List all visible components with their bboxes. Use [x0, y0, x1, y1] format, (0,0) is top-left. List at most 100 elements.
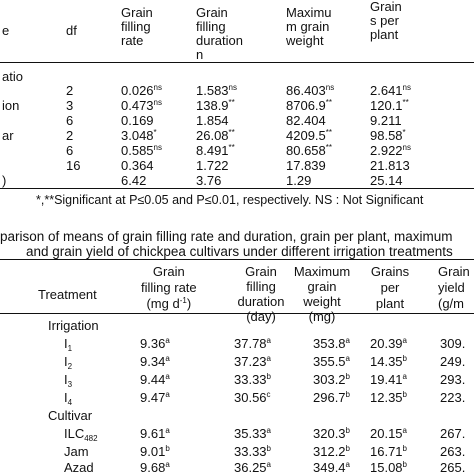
t2-cell-treatment: I3 — [64, 372, 72, 389]
t2-group-letter: b — [402, 390, 407, 399]
t2-cell-weight: 296.7b — [313, 390, 350, 405]
t2-group-letter: a — [165, 460, 170, 469]
t1-value: 4209.5 — [286, 128, 326, 143]
t2-title-line1: parison of means of grain filling rate a… — [0, 229, 453, 244]
t1-cell-weight: 4209.5** — [286, 128, 332, 143]
t2-treatment-label: I — [64, 336, 68, 351]
t1-value: 3.048 — [121, 128, 154, 143]
t2-group-letter: b — [165, 444, 170, 453]
t2-cell-weight: 312.2b — [313, 444, 350, 459]
t2-value: 9.44 — [140, 372, 166, 387]
t2-group-letter: b — [402, 444, 407, 453]
t2-value: 312.2 — [313, 444, 346, 459]
t2-value: 15.08 — [370, 460, 403, 475]
t1-significance: ns — [228, 83, 237, 92]
t1-header-source: e — [2, 23, 10, 38]
t2-value: 14.35 — [370, 354, 403, 369]
t1-significance: ns — [325, 83, 335, 92]
t1-value: 17.839 — [286, 158, 326, 173]
t2-cell-plant: 14.35b — [370, 354, 407, 369]
t2-cell-treatment: I4 — [64, 390, 73, 407]
t2-value: 296.7 — [313, 390, 346, 405]
t2-group-letter: a — [345, 354, 350, 363]
t2-value: 9.34 — [140, 354, 166, 369]
t1-value: 26.08 — [196, 128, 229, 143]
t1-cell-plant: 21.813 — [370, 158, 410, 173]
t2-cell-weight: 353.8a — [313, 336, 350, 351]
t2-header-rate: Grain filling rate (mg d-1) — [141, 264, 197, 311]
t2-cell-weight: 303.2b — [313, 372, 350, 387]
t1-value: 1.29 — [286, 173, 312, 188]
t2-treatment-subscript: 482 — [84, 434, 98, 443]
t1-header-rate: Grain filling rate — [121, 5, 153, 48]
t1-cell-source: ) — [2, 173, 7, 188]
t2-value: 12.35 — [370, 390, 403, 405]
t1-cell-weight: 17.839 — [286, 158, 326, 173]
t2-cell-treatment: I2 — [64, 354, 72, 371]
t1-value: 98.58 — [370, 128, 403, 143]
t1-value: 0.026 — [121, 83, 154, 98]
t1-value: 2.922 — [370, 143, 403, 158]
t2-value: 19.41 — [370, 372, 403, 387]
t1-cell-source: ion — [2, 98, 20, 113]
t2-group-letter: a — [165, 426, 170, 435]
t2-treatment-subscript: 1 — [67, 344, 73, 353]
t1-value: 0.585 — [121, 143, 154, 158]
t1-significance: ns — [402, 83, 411, 92]
t2-cell-duration: 35.33a — [234, 426, 271, 441]
t2-value: 30.56 — [234, 390, 267, 405]
t2-group-letter: a — [165, 372, 170, 381]
t2-value: 36.25 — [234, 460, 267, 475]
t1-header-weight: Maximu m grain weight — [286, 5, 332, 48]
t2-treatment-label: I — [64, 390, 68, 405]
t1-bottom-rule — [0, 188, 474, 189]
t1-header-plant: Grain s per plant — [370, 0, 402, 42]
t1-cell-duration: 1.583ns — [196, 83, 237, 98]
t2-cell-yield: 293. — [440, 372, 466, 387]
t2-value: 9.47 — [140, 390, 166, 405]
t1-cell-rate: 0.473ns — [121, 98, 162, 113]
t1-cell-plant: 2.641ns — [370, 83, 411, 98]
t2-title-line2: and grain yield of chickpea cultivars un… — [26, 244, 453, 259]
t1-value: 138.9 — [196, 98, 229, 113]
t1-significance: ns — [153, 83, 162, 92]
t2-value: 355.5 — [313, 354, 346, 369]
t1-value: 0.169 — [121, 113, 154, 128]
t2-cell-plant: 20.15a — [370, 426, 407, 441]
t1-cell-source: atio — [2, 69, 23, 84]
t2-cell-rate: 9.36a — [140, 336, 170, 351]
t2-value: 9.61 — [140, 426, 166, 441]
t1-significance: * — [402, 128, 406, 137]
t2-header-yield: Grain yield (g/m — [438, 264, 470, 311]
t2-value: 303.2 — [313, 372, 346, 387]
t2-group-letter: a — [345, 460, 350, 469]
t1-cell-plant: 120.1** — [370, 98, 409, 113]
t2-header-rule — [0, 313, 474, 314]
t1-cell-rate: 6.42 — [121, 173, 146, 188]
t2-group-letter: a — [402, 426, 407, 435]
t1-cell-rate: 0.585ns — [121, 143, 162, 158]
t1-cell-plant: 98.58* — [370, 128, 406, 143]
t1-cell-rate: 0.169 — [121, 113, 154, 128]
t2-cell-plant: 19.41a — [370, 372, 407, 387]
t2-value: 33.33 — [234, 444, 267, 459]
t1-header-rule — [0, 62, 474, 63]
t1-cell-duration: 138.9** — [196, 98, 235, 113]
t1-value: 86.403 — [286, 83, 326, 98]
t2-treatment-subscript: 4 — [67, 398, 73, 407]
t1-cell-duration: 26.08** — [196, 128, 235, 143]
t2-cell-rate: 9.44a — [140, 372, 170, 387]
t1-footnote: *,**Significant at P≤0.05 and P≤0.01, re… — [36, 193, 424, 207]
t1-significance: * — [153, 128, 157, 137]
t2-value: 20.15 — [370, 426, 403, 441]
t2-group-letter: a — [165, 390, 170, 399]
t1-cell-plant: 25.14 — [370, 173, 403, 188]
t2-cell-yield: 263. — [440, 444, 466, 459]
t2-value: 349.4 — [313, 460, 346, 475]
t2-group-letter: b — [266, 444, 271, 453]
t1-value: 1.583 — [196, 83, 229, 98]
t2-header-duration: Grain filling duration (day) — [237, 264, 285, 324]
t1-cell-df: 6 — [66, 143, 74, 158]
t2-cell-yield: 309. — [440, 336, 466, 351]
t2-cell-duration: 33.33b — [234, 444, 271, 459]
